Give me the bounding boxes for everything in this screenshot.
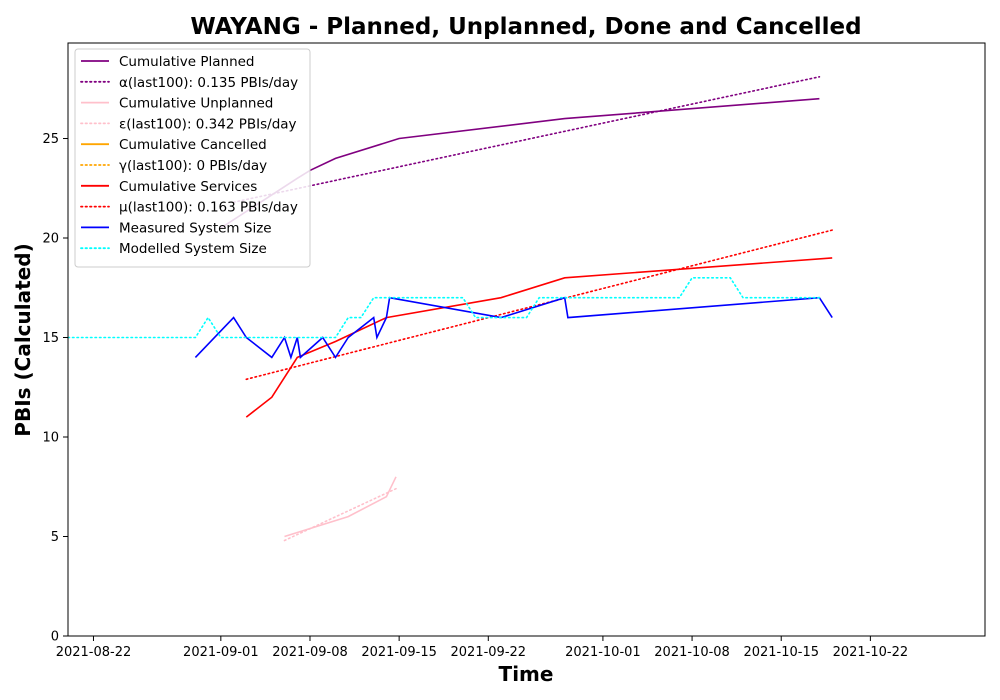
legend-label: Cumulative Unplanned xyxy=(119,96,273,112)
x-tick-label: 2021-09-15 xyxy=(361,645,437,660)
x-tick-label: 2021-10-15 xyxy=(743,645,819,660)
y-tick-label: 0 xyxy=(51,630,59,645)
x-axis: 2021-08-22 2021-09-01 2021-09-08 2021-09-15… xyxy=(56,636,908,660)
series-line-cumulative-services xyxy=(245,257,833,418)
series-line-cumulative-unplanned xyxy=(284,476,397,538)
series-line-cumulative-planned xyxy=(220,97,820,229)
x-tick-label: 2021-09-01 xyxy=(183,645,259,660)
legend-label: μ(last100): 0.163 PBIs/day xyxy=(119,200,298,216)
series-line-last100-0-135-pbis-day xyxy=(232,76,821,203)
chart-title: WAYANG - Planned, Unplanned, Done and Ca… xyxy=(190,14,861,40)
y-axis-label: PBIs (Calculated) xyxy=(11,243,35,436)
legend: Cumulative Planned α(last100): 0.135 PBIs… xyxy=(74,48,311,268)
legend-label: γ(last100): 0 PBIs/day xyxy=(119,158,267,174)
legend-label: Modelled System Size xyxy=(119,241,267,257)
y-tick-label: 25 xyxy=(42,132,59,147)
x-tick-label: 2021-08-22 xyxy=(56,645,132,660)
plot-area xyxy=(67,76,834,542)
y-tick-label: 5 xyxy=(51,530,59,545)
x-tick-label: 2021-09-08 xyxy=(272,645,348,660)
legend-label: Cumulative Planned xyxy=(119,54,255,70)
y-tick-label: 20 xyxy=(42,232,59,247)
y-tick-label: 10 xyxy=(42,431,59,446)
legend-label: Cumulative Cancelled xyxy=(119,137,267,153)
series-line-last100-0-342-pbis-day xyxy=(283,487,397,542)
legend-label: ε(last100): 0.342 PBIs/day xyxy=(119,116,297,132)
y-tick-label: 15 xyxy=(42,331,59,346)
x-tick-label: 2021-10-22 xyxy=(833,645,909,660)
x-tick-label: 2021-10-01 xyxy=(565,645,641,660)
legend-label: Cumulative Services xyxy=(119,179,257,195)
y-axis: 0 5 10 15 20 25 xyxy=(42,132,68,645)
series-line-last100-0-163-pbis-day xyxy=(245,229,834,381)
x-tick-label: 2021-10-08 xyxy=(654,645,730,660)
x-tick-label: 2021-09-22 xyxy=(451,645,527,660)
series-line-measured-system-size xyxy=(194,296,833,361)
legend-box xyxy=(74,48,311,268)
legend-label: α(last100): 0.135 PBIs/day xyxy=(119,75,298,91)
x-axis-label: Time xyxy=(499,662,554,686)
series-line-modelled-system-size xyxy=(67,276,821,339)
legend-label: Measured System Size xyxy=(119,220,272,236)
plot-frame xyxy=(67,42,986,637)
